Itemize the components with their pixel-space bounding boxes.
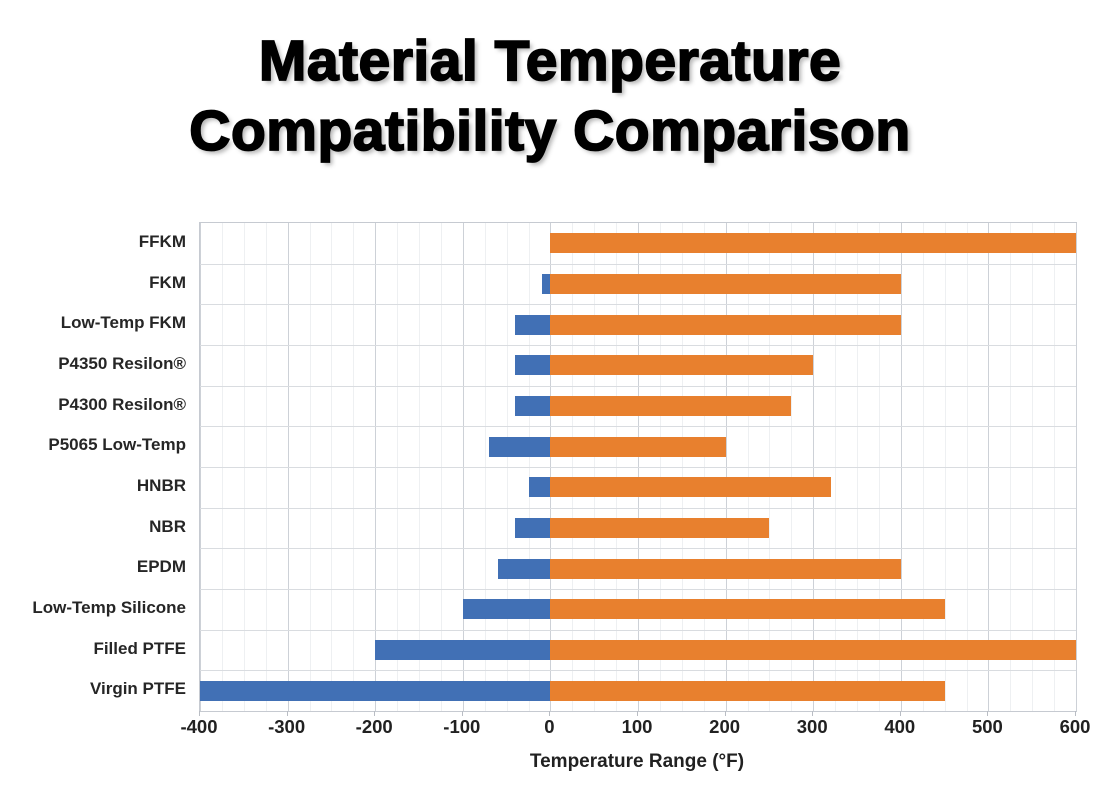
plot-area [199, 222, 1077, 712]
category-label-p4350-resilon: P4350 Resilon® [58, 354, 186, 373]
x-tick-label-0: 0 [544, 716, 555, 737]
x-tick-label--400: -400 [180, 716, 218, 737]
category-label-filled-ptfe: Filled PTFE [93, 638, 186, 658]
bar-low-epdm [497, 558, 551, 579]
bar-high-p4350-resilon [550, 355, 814, 376]
bar-high-nbr [550, 518, 770, 538]
row-divider [200, 304, 1076, 306]
row-divider [200, 345, 1076, 346]
bar-high-low-temp-fkm [550, 314, 901, 335]
x-tickmark [374, 711, 376, 716]
category-label-p5065-low-temp: P5065 Low-Temp [48, 435, 186, 455]
row-divider [200, 385, 1076, 387]
bar-high-p5065-low-temp [550, 436, 726, 457]
x-axis-title: Temperature Range (°F) [529, 751, 745, 772]
row-divider [200, 629, 1076, 631]
x-tickmark [987, 711, 989, 716]
category-label-low-temp-fkm: Low-Temp FKM [60, 313, 186, 333]
x-tick-label--300: -300 [268, 716, 306, 737]
category-label-fkm: FKM [149, 272, 186, 292]
category-label-hnbr: HNBR [136, 476, 186, 495]
chart-title-line2: Compatibility Comparison [188, 98, 911, 164]
bar-low-low-temp-silicone [462, 599, 551, 620]
x-tick-label-500: 500 [971, 716, 1003, 737]
x-tickmark [549, 711, 551, 716]
category-label-virgin-ptfe: Virgin PTFE [89, 679, 186, 699]
row-divider [200, 548, 1076, 550]
bar-low-p5065-low-temp [489, 436, 551, 457]
bar-low-filled-ptfe [375, 640, 551, 660]
x-tickmark [461, 711, 463, 716]
bar-low-p4350-resilon [515, 355, 551, 376]
bar-high-virgin-ptfe [550, 680, 945, 701]
bar-high-hnbr [550, 477, 831, 498]
row-divider [200, 426, 1076, 428]
bar-high-epdm [550, 558, 901, 579]
bar-low-hnbr [528, 477, 551, 498]
chart-title-line1: Material Temperature [258, 28, 842, 94]
category-label-p4300-resilon: P4300 Resilon® [58, 394, 186, 414]
x-tickmark [724, 711, 726, 716]
chart-title: Material Temperature Compatibility Compa… [0, 26, 1100, 166]
bar-low-nbr [515, 518, 551, 538]
row-divider [200, 507, 1076, 509]
x-tick-label-300: 300 [796, 716, 828, 737]
bar-low-fkm [541, 274, 551, 294]
x-tickmark [812, 711, 814, 716]
bar-high-fkm [550, 274, 901, 294]
category-label-epdm: EPDM [136, 557, 186, 577]
x-tick-label-400: 400 [884, 716, 916, 737]
category-label-low-temp-silicone: Low-Temp Silicone [32, 598, 186, 617]
bar-low-p4300-resilon [515, 396, 551, 416]
x-tick-label--100: -100 [443, 716, 481, 737]
bar-high-ffkm [550, 233, 1076, 254]
category-label-nbr: NBR [149, 516, 186, 536]
x-tickmark [637, 711, 638, 716]
bar-high-low-temp-silicone [550, 599, 945, 620]
x-tickmark [199, 711, 200, 716]
x-tickmark [899, 711, 901, 716]
category-label-ffkm: FFKM [138, 232, 186, 251]
bar-high-filled-ptfe [550, 640, 1076, 660]
row-divider [200, 589, 1076, 590]
bar-high-p4300-resilon [550, 396, 792, 416]
row-divider [200, 670, 1076, 672]
x-tick-label-600: 600 [1059, 716, 1091, 737]
bar-low-low-temp-fkm [515, 314, 551, 335]
x-tick-label-100: 100 [621, 716, 653, 737]
row-divider [200, 467, 1076, 468]
x-tick-label-200: 200 [709, 716, 741, 737]
row-divider [200, 263, 1076, 265]
bar-low-virgin-ptfe [200, 680, 551, 701]
x-tickmark [286, 711, 288, 716]
gridline-major [1076, 223, 1077, 711]
x-tick-label--200: -200 [355, 716, 393, 737]
x-tickmark [1075, 711, 1076, 716]
